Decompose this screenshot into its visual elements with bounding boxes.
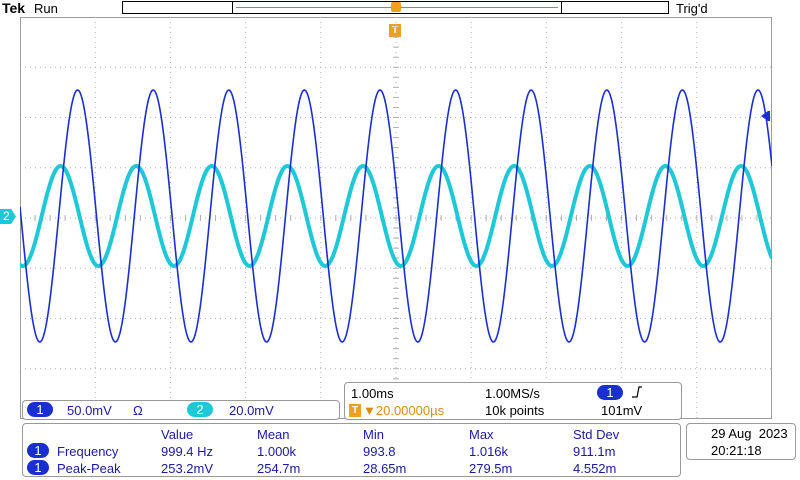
channel-1-scale: 50.0mV: [67, 403, 112, 418]
date-display: 29 Aug 2023: [711, 426, 788, 441]
measurement-value: 253.2mV: [161, 461, 214, 476]
measure-header-min: Min: [363, 427, 384, 442]
measurement-max: 1.016k: [469, 444, 509, 459]
trigger-level-tick: [768, 111, 770, 121]
time-display: 20:21:18: [711, 443, 762, 458]
measure-header-stddev: Std Dev: [573, 427, 620, 442]
measurement-mean: 254.7m: [257, 461, 301, 476]
measurement-stddev: 4.552m: [573, 461, 617, 476]
trigger-position-icon: T: [349, 404, 361, 417]
run-status: Run: [34, 1, 58, 16]
measurement-row-peak-peak[interactable]: 1 Peak-Peak 253.2mV 254.7m 28.65m 279.5m…: [23, 460, 680, 476]
timebase: 1.00ms: [351, 386, 394, 401]
horizontal-trigger-panel[interactable]: 1.00ms 1.00MS/s 1 T ▼20.00000µs 10k poin…: [344, 382, 682, 420]
measurement-mean: 1.000k: [257, 444, 297, 459]
channel-1-waveform: [20, 89, 772, 343]
brand-logo: Tek: [2, 0, 26, 16]
measurement-name: Peak-Peak: [57, 461, 121, 476]
measurement-channel-badge: 1: [27, 460, 49, 475]
measurement-row-frequency[interactable]: 1 Frequency 999.4 Hz 1.000k 993.8 1.016k…: [23, 443, 680, 459]
waveform-display: [20, 17, 772, 419]
measurement-value: 999.4 Hz: [161, 444, 214, 459]
trigger-source-badge[interactable]: 1: [597, 385, 623, 400]
measurements-panel[interactable]: Value Mean Min Max Std Dev 1 Frequency 9…: [22, 423, 681, 477]
record-view-window[interactable]: [232, 1, 562, 14]
measure-header-value: Value: [161, 427, 194, 442]
trigger-position: ▼20.00000µs: [363, 403, 445, 418]
record-length: 10k points: [485, 403, 545, 418]
measure-header-mean: Mean: [257, 427, 290, 442]
channel-2-badge[interactable]: 2: [187, 402, 213, 417]
measure-header-max: Max: [469, 427, 494, 442]
rising-edge-icon: [631, 385, 643, 404]
measurement-name: Frequency: [57, 444, 119, 459]
channel-readout-panel[interactable]: 1 50.0mV Ω 2 20.0mV: [22, 400, 340, 420]
trigger-level-icon[interactable]: [761, 111, 768, 121]
channel-1-badge[interactable]: 1: [27, 402, 53, 417]
measurement-min: 993.8: [363, 444, 396, 459]
trigger-status: Trig'd: [676, 1, 708, 16]
measurement-stddev: 911.1m: [573, 444, 616, 459]
trigger-position-top-icon: [391, 2, 401, 12]
channel-2-scale: 20.0mV: [229, 403, 274, 418]
measurement-min: 28.65m: [363, 461, 407, 476]
channel-1-coupling: Ω: [133, 403, 143, 418]
measurement-channel-badge: 1: [27, 443, 49, 458]
measurement-max: 279.5m: [469, 461, 513, 476]
trigger-level: 101mV: [601, 403, 643, 418]
channel-2-ground-label: 2: [3, 209, 10, 223]
channel-2-waveform: [20, 163, 772, 269]
channel-2-ground-marker[interactable]: 2: [0, 209, 16, 224]
datetime-panel: 29 Aug 2023 20:21:18: [686, 423, 796, 460]
sample-rate: 1.00MS/s: [485, 386, 540, 401]
